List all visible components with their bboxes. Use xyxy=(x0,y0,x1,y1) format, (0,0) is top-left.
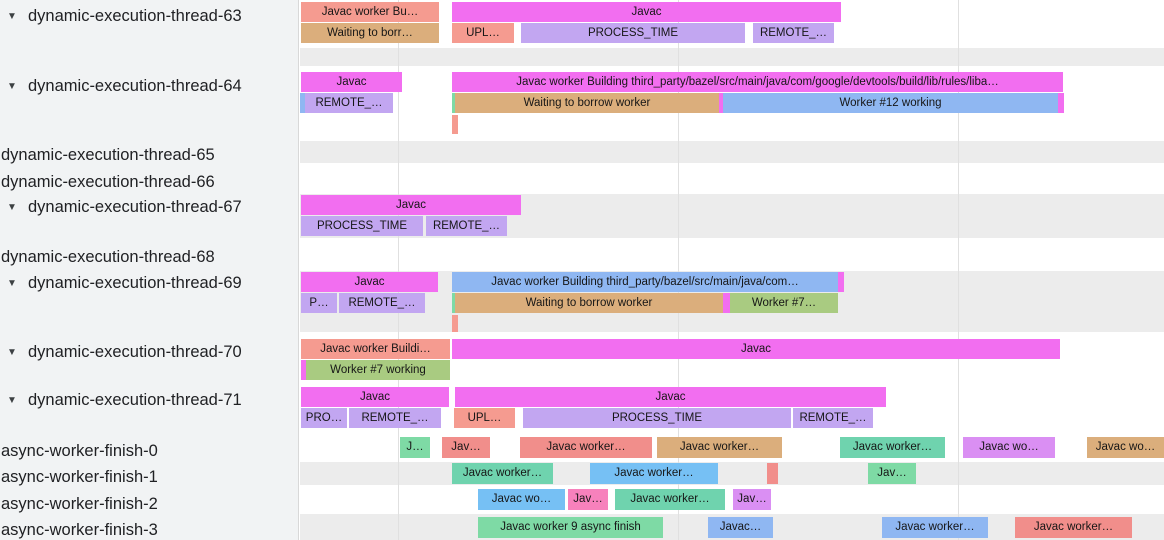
track-name-text: dynamic-execution-thread-70 xyxy=(28,342,242,361)
timeline-slice[interactable]: Javac worker… xyxy=(657,437,782,458)
timeline-slice[interactable]: Javac worker Building third_party/bazel/… xyxy=(452,272,838,292)
timeline-slice[interactable]: REMOTE_… xyxy=(753,23,834,43)
timeline-slice[interactable]: UPL… xyxy=(452,23,514,43)
timeline-slice[interactable]: UPL… xyxy=(454,408,515,428)
timeline-slice[interactable]: Javac worker… xyxy=(520,437,652,458)
timeline-slice[interactable]: Javac worker Building third_party/bazel/… xyxy=(452,72,1063,92)
track-label-dynamic-execution-thread-71[interactable]: ▼ dynamic-execution-thread-71 xyxy=(0,390,242,410)
track-label-async-worker-finish-0[interactable]: async-worker-finish-0 xyxy=(0,441,158,461)
timeline-slice[interactable]: Jav… xyxy=(868,463,916,484)
timeline-slice[interactable]: Javac worker… xyxy=(452,463,553,484)
expand-triangle-icon: ▼ xyxy=(7,80,17,92)
track-name-text: dynamic-execution-thread-63 xyxy=(28,6,242,25)
track-name-text: dynamic-execution-thread-65 xyxy=(1,145,215,164)
timeline-slice-sliver[interactable] xyxy=(767,463,778,484)
track-name-text: dynamic-execution-thread-71 xyxy=(28,390,242,409)
track-name-text: async-worker-finish-1 xyxy=(1,467,158,486)
timeline-slice[interactable]: Javac wo… xyxy=(1087,437,1164,458)
timeline-slice[interactable]: Javac worker… xyxy=(840,437,945,458)
expand-triangle-icon: ▼ xyxy=(7,394,17,406)
track-name-text: async-worker-finish-2 xyxy=(1,494,158,513)
expand-triangle-icon: ▼ xyxy=(7,10,17,22)
timeline-slice-sliver[interactable] xyxy=(452,315,458,332)
time-gridline xyxy=(398,0,399,540)
timeline-slice[interactable]: Javac worker Bu… xyxy=(301,2,439,22)
track-label-dynamic-execution-thread-64[interactable]: ▼ dynamic-execution-thread-64 xyxy=(0,76,242,96)
timeline-slice[interactable]: REMOTE_… xyxy=(305,93,393,113)
track-label-dynamic-execution-thread-66[interactable]: dynamic-execution-thread-66 xyxy=(0,172,215,192)
timeline-slice[interactable]: Worker #7 working xyxy=(306,360,450,380)
timeline-slice[interactable]: Javac xyxy=(301,72,402,92)
timeline-slice[interactable]: Javac wo… xyxy=(963,437,1055,458)
timeline-slice[interactable]: PROCESS_TIME xyxy=(301,216,423,236)
timeline-slice[interactable]: J… xyxy=(400,437,430,458)
track-background-band xyxy=(300,48,1164,66)
timeline-slice-sliver[interactable] xyxy=(1058,93,1064,113)
timeline-slice-sliver[interactable] xyxy=(838,272,844,292)
track-name-text: dynamic-execution-thread-67 xyxy=(28,197,242,216)
timeline-slice[interactable]: Javac xyxy=(455,387,886,407)
expand-triangle-icon: ▼ xyxy=(7,201,17,213)
timeline-slice-sliver[interactable] xyxy=(301,360,307,380)
track-name-text: dynamic-execution-thread-64 xyxy=(28,76,242,95)
timeline-slice[interactable]: Javac worker 9 async finish xyxy=(478,517,663,538)
timeline-slice[interactable]: Jav… xyxy=(733,489,771,510)
timeline-slice-sliver[interactable] xyxy=(723,293,730,313)
track-label-dynamic-execution-thread-65[interactable]: dynamic-execution-thread-65 xyxy=(0,145,215,165)
timeline-slice-sliver[interactable] xyxy=(300,93,306,113)
timeline-slice[interactable]: REMOTE_… xyxy=(349,408,441,428)
timeline-slice[interactable]: Javac xyxy=(452,2,841,22)
timeline-slice[interactable]: PROCESS_TIME xyxy=(521,23,745,43)
timeline-slice[interactable]: Javac worker… xyxy=(590,463,718,484)
timeline-slice[interactable]: PROCESS_TIME xyxy=(523,408,791,428)
timeline-slice-sliver[interactable] xyxy=(719,93,725,113)
track-name-text: dynamic-execution-thread-69 xyxy=(28,273,242,292)
timeline-slice[interactable]: Waiting to borr… xyxy=(301,23,439,43)
timeline-slice[interactable]: Waiting to borrow worker xyxy=(455,93,719,113)
track-name-sidebar: ▼ dynamic-execution-thread-63 ▼ dynamic-exe… xyxy=(0,0,299,540)
timeline-slice[interactable]: Javac xyxy=(301,272,438,292)
expand-triangle-icon: ▼ xyxy=(7,346,17,358)
track-label-async-worker-finish-3[interactable]: async-worker-finish-3 xyxy=(0,520,158,540)
track-name-text: async-worker-finish-0 xyxy=(1,441,158,460)
timeline-slice[interactable]: Worker #7… xyxy=(730,293,838,313)
track-name-text: dynamic-execution-thread-68 xyxy=(1,247,215,266)
timeline-slice[interactable]: P… xyxy=(301,293,337,313)
timeline-slice[interactable]: Javac worker… xyxy=(882,517,988,538)
track-background-band xyxy=(300,462,1164,485)
track-name-text: dynamic-execution-thread-66 xyxy=(1,172,215,191)
timeline-slice[interactable]: Javac… xyxy=(708,517,773,538)
track-label-async-worker-finish-2[interactable]: async-worker-finish-2 xyxy=(0,494,158,514)
timeline-slice[interactable]: Waiting to borrow worker xyxy=(455,293,723,313)
timeline-slice[interactable]: Javac worker… xyxy=(615,489,725,510)
timeline-slice[interactable]: Javac worker… xyxy=(1015,517,1132,538)
track-label-async-worker-finish-1[interactable]: async-worker-finish-1 xyxy=(0,467,158,487)
timeline-slice[interactable]: Javac xyxy=(452,339,1060,359)
timeline-slice[interactable]: Javac wo… xyxy=(478,489,565,510)
time-gridline xyxy=(958,0,959,540)
timeline: Javac worker Bu… Javac Waiting to borr… UPL… xyxy=(300,0,1164,540)
timeline-slice[interactable]: REMOTE_… xyxy=(339,293,425,313)
timeline-slice[interactable]: Javac xyxy=(301,195,521,215)
timeline-slice[interactable]: Worker #12 working xyxy=(723,93,1058,113)
timeline-slice[interactable]: REMOTE_… xyxy=(793,408,873,428)
track-label-dynamic-execution-thread-69[interactable]: ▼ dynamic-execution-thread-69 xyxy=(0,273,242,293)
timeline-slice-sliver[interactable] xyxy=(452,115,458,134)
timeline-slice[interactable]: Javac worker Buildi… xyxy=(301,339,450,359)
track-label-dynamic-execution-thread-67[interactable]: ▼ dynamic-execution-thread-67 xyxy=(0,197,242,217)
track-label-dynamic-execution-thread-63[interactable]: ▼ dynamic-execution-thread-63 xyxy=(0,6,242,26)
track-name-text: async-worker-finish-3 xyxy=(1,520,158,539)
track-label-dynamic-execution-thread-70[interactable]: ▼ dynamic-execution-thread-70 xyxy=(0,342,242,362)
timeline-slice[interactable]: REMOTE_… xyxy=(426,216,507,236)
timeline-slice[interactable]: Jav… xyxy=(442,437,490,458)
expand-triangle-icon: ▼ xyxy=(7,277,17,289)
timeline-slice[interactable]: Jav… xyxy=(568,489,608,510)
timeline-slice[interactable]: Javac xyxy=(301,387,449,407)
track-label-dynamic-execution-thread-68[interactable]: dynamic-execution-thread-68 xyxy=(0,247,215,267)
track-background-band xyxy=(300,141,1164,163)
timeline-slice[interactable]: PRO… xyxy=(301,408,347,428)
time-gridline xyxy=(678,0,679,540)
